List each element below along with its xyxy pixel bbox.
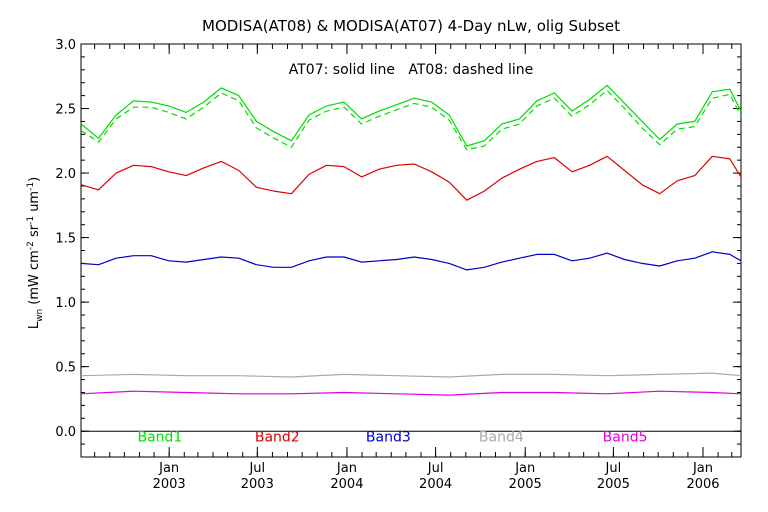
x-tick-month-label: Jul	[427, 461, 444, 476]
series-band3-at07-line	[80, 251, 742, 271]
series-layer	[80, 84, 742, 396]
series-band5-at07-line	[80, 390, 742, 396]
x-tick-month-label: Jul	[248, 461, 265, 476]
y-tick-label: 1.5	[55, 232, 76, 247]
y-axis-label-exp2: -1	[26, 216, 36, 225]
y-axis-label-exp3: -1	[26, 182, 36, 191]
chart-title: MODISA(AT08) & MODISA(AT07) 4-Day nLw, o…	[202, 17, 620, 35]
y-tick-label: 3.0	[55, 38, 76, 53]
svg-text:Lwn (mW cm-2 sr-1 um-1): Lwn (mW cm-2 sr-1 um-1)	[26, 177, 45, 329]
y-axis-label-main: L	[27, 321, 42, 329]
y-tick-label: 0.0	[55, 425, 76, 440]
chart-annotation: AT07: solid line AT08: dashed line	[289, 62, 534, 78]
axes-layer: 0.00.51.01.52.02.53.0Jan2003Jul2003Jan20…	[55, 38, 741, 492]
y-tick-label: 1.0	[55, 296, 76, 311]
x-tick-month-label: Jan	[336, 461, 357, 476]
legend-layer: Band1 Band2 Band3 Band4 Band5	[137, 430, 647, 446]
y-tick-label: 2.5	[55, 103, 76, 118]
y-tick-label: 2.0	[55, 167, 76, 182]
y-axis-label-sr: sr	[27, 224, 42, 241]
y-axis-label-subscript: wn	[35, 309, 45, 322]
series-band1-at08-line	[80, 89, 742, 151]
legend-band1: Band1	[137, 430, 182, 446]
x-tick-month-label: Jan	[692, 461, 713, 476]
x-tick-year-label: 2003	[153, 477, 186, 492]
series-band4-at07-line	[80, 372, 742, 378]
x-tick-year-label: 2004	[330, 477, 363, 492]
legend-band4: Band4	[479, 430, 524, 446]
legend-band2: Band2	[255, 430, 300, 446]
x-tick-month-label: Jan	[514, 461, 535, 476]
y-axis-label-um: um	[27, 191, 42, 216]
series-band1-at07-line	[80, 84, 742, 147]
y-axis-label-exp1: -2	[26, 241, 36, 250]
y-tick-label: 0.5	[55, 361, 76, 376]
legend-band5: Band5	[603, 430, 648, 446]
x-tick-month-label: Jul	[605, 461, 622, 476]
plot-frame	[80, 43, 742, 458]
x-tick-year-label: 2005	[597, 477, 630, 492]
y-axis-label-close: )	[27, 177, 42, 182]
x-tick-year-label: 2004	[419, 477, 452, 492]
x-tick-month-label: Jan	[158, 461, 179, 476]
y-axis-label: Lwn (mW cm-2 sr-1 um-1)	[26, 177, 45, 329]
y-axis-label-units: (mW cm	[27, 250, 42, 305]
x-tick-year-label: 2003	[241, 477, 274, 492]
series-band2-at07-line	[80, 155, 742, 201]
x-tick-year-label: 2006	[686, 477, 719, 492]
x-tick-year-label: 2005	[509, 477, 542, 492]
legend-band3: Band3	[366, 430, 411, 446]
